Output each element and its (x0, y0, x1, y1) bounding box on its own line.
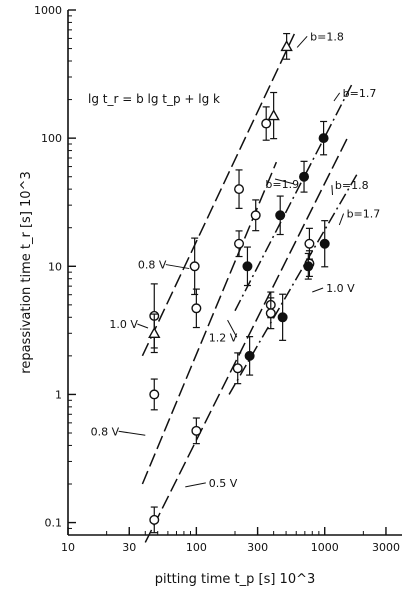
data-point (318, 133, 329, 144)
annotation-leader (227, 319, 238, 338)
x-tick-label: 100 (186, 541, 207, 554)
data-point (261, 118, 272, 129)
y-tick-label: 1 (55, 388, 62, 401)
annotation-label: b=1.8 (335, 179, 369, 192)
annotation-leader (137, 323, 149, 329)
x-tick-label: 10 (61, 541, 75, 554)
y-tick-label: 1000 (34, 4, 62, 17)
data-point (232, 363, 243, 374)
data-point (149, 389, 160, 400)
x-tick-label: 300 (247, 541, 268, 554)
annotation-leader (331, 185, 334, 196)
annotation-leader (296, 35, 308, 48)
fit-line (144, 137, 348, 543)
x-axis-title: pitting time t_p [s] 10^3 (155, 572, 316, 587)
annotation-label: 1.0 V (326, 282, 355, 295)
x-tick-label: 3000 (372, 541, 400, 554)
data-point (280, 39, 293, 52)
data-point (277, 312, 288, 323)
annotation-label: b=1.7 (347, 208, 381, 221)
annotation-leader (312, 287, 324, 293)
data-point (234, 184, 245, 195)
annotation-label: b=1.7 (343, 87, 377, 100)
data-point (265, 308, 276, 319)
annotation-label: 0.8 V (91, 425, 120, 438)
y-tick-label: 100 (41, 132, 62, 145)
data-point (148, 326, 161, 338)
x-tick-label: 1000 (311, 541, 339, 554)
data-markers (148, 32, 330, 534)
data-point (303, 261, 314, 272)
data-point (267, 109, 280, 121)
annotation-leader (165, 264, 190, 270)
annotation-leader (333, 92, 341, 102)
annotations: b=1.8 b=1.7 b=1.9 b=1.8 b=1.7 0.8 V 1.0 V 1.2 V… (91, 30, 381, 490)
fit-line (234, 82, 354, 312)
annotation-label: b=1.9 (265, 178, 299, 191)
annotation-label: 1.0 V (109, 318, 138, 331)
data-point (319, 238, 330, 249)
data-point (234, 238, 245, 249)
y-tick-label: 0.1 (45, 517, 63, 530)
data-point (244, 350, 255, 361)
annotation-leader (118, 430, 146, 436)
annotation-leader (338, 213, 345, 226)
annotation-label: b=1.8 (310, 30, 344, 43)
data-point (250, 210, 261, 221)
annotation-label: 0.5 V (209, 477, 238, 490)
y-axis-title: repassivation time t_r [s] 10^3 (19, 171, 34, 373)
y-tick-label: 10 (48, 260, 62, 273)
annotation-label: 0.8 V (138, 259, 167, 272)
data-point (191, 425, 202, 436)
data-point (275, 210, 286, 221)
annotation-leader (274, 178, 294, 185)
data-point (242, 261, 253, 272)
data-point (304, 238, 315, 249)
axes: 0.1 1 10 100 1000 10 30 100 300 1000 3000 pitting t… (19, 4, 402, 587)
data-point (189, 261, 200, 272)
annotation-label: 1.2 V (209, 331, 238, 344)
data-point (191, 303, 202, 314)
fit-line (228, 173, 359, 395)
x-tick-label: 30 (122, 541, 136, 554)
data-point (299, 171, 310, 182)
data-point (149, 514, 160, 525)
equation-label: lg t_r = b lg t_p + lg k (88, 92, 220, 106)
fit-line (141, 29, 297, 357)
annotation-leader (185, 482, 206, 488)
